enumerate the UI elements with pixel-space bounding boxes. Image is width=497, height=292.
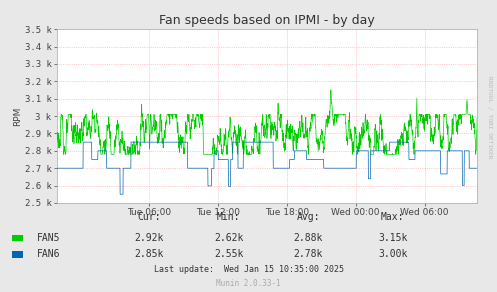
Text: Avg:: Avg: xyxy=(296,213,320,223)
Text: 2.85k: 2.85k xyxy=(134,249,164,259)
Text: Last update:  Wed Jan 15 10:35:00 2025: Last update: Wed Jan 15 10:35:00 2025 xyxy=(154,265,343,274)
Title: Fan speeds based on IPMI - by day: Fan speeds based on IPMI - by day xyxy=(159,14,375,27)
Text: Max:: Max: xyxy=(381,213,405,223)
Text: 2.78k: 2.78k xyxy=(293,249,323,259)
Text: 2.88k: 2.88k xyxy=(293,233,323,243)
Text: FAN6: FAN6 xyxy=(37,249,61,259)
Text: Cur:: Cur: xyxy=(137,213,161,223)
Text: FAN5: FAN5 xyxy=(37,233,61,243)
Text: Min:: Min: xyxy=(217,213,241,223)
Text: 3.00k: 3.00k xyxy=(378,249,408,259)
Text: RRDTOOL / TOBI OETIKER: RRDTOOL / TOBI OETIKER xyxy=(487,76,492,158)
Text: 2.62k: 2.62k xyxy=(214,233,244,243)
Text: 2.92k: 2.92k xyxy=(134,233,164,243)
Y-axis label: RPM: RPM xyxy=(13,106,22,126)
Text: Munin 2.0.33-1: Munin 2.0.33-1 xyxy=(216,279,281,288)
Text: 2.55k: 2.55k xyxy=(214,249,244,259)
Text: 3.15k: 3.15k xyxy=(378,233,408,243)
